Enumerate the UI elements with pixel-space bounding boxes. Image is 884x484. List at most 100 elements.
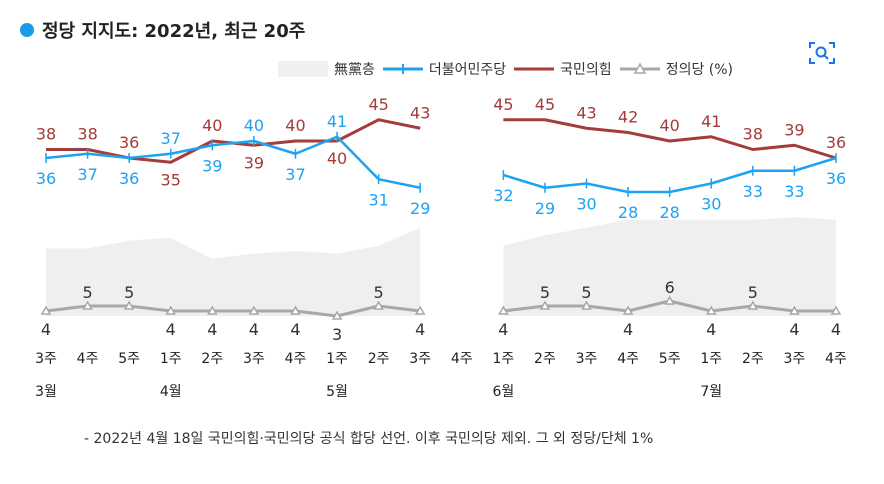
x-tick-5: 3주 bbox=[243, 351, 265, 367]
x-tick-8: 2주 bbox=[368, 351, 390, 367]
label-democratic-11: 32 bbox=[493, 186, 513, 205]
label-justice-13: 5 bbox=[581, 283, 591, 302]
x-tick-14: 4주 bbox=[617, 351, 639, 367]
label-ppp-19: 36 bbox=[826, 133, 846, 152]
label-justice-0: 4 bbox=[41, 320, 51, 339]
legend-swatch-justice bbox=[619, 62, 660, 74]
label-ppp-1: 38 bbox=[77, 125, 97, 144]
label-ppp-11: 45 bbox=[493, 95, 513, 114]
legend-swatch-ppp bbox=[514, 67, 555, 71]
legend-swatch-undecided bbox=[278, 61, 328, 77]
label-democratic-0: 36 bbox=[36, 169, 56, 188]
zoom-button[interactable] bbox=[808, 40, 836, 66]
area-undecided-1 bbox=[503, 217, 836, 316]
chart-title-text: 정당 지지도: 2022년, 최근 20주 bbox=[42, 21, 306, 42]
label-democratic-3: 37 bbox=[161, 129, 181, 148]
label-justice-8: 5 bbox=[374, 283, 384, 302]
label-justice-17: 5 bbox=[748, 283, 758, 302]
label-democratic-1: 37 bbox=[77, 165, 97, 184]
month-label-16: 7월 bbox=[700, 384, 722, 400]
point-justice-16 bbox=[705, 305, 717, 315]
legend-swatch-democratic bbox=[382, 64, 423, 74]
label-justice-16: 4 bbox=[706, 320, 716, 339]
label-democratic-15: 28 bbox=[660, 203, 680, 222]
label-ppp-16: 41 bbox=[701, 112, 721, 131]
legend-item-undecided: 無黨층 bbox=[278, 59, 375, 79]
label-democratic-8: 31 bbox=[368, 190, 388, 209]
x-tick-18: 3주 bbox=[784, 351, 806, 367]
label-democratic-6: 37 bbox=[285, 165, 305, 184]
label-ppp-17: 38 bbox=[743, 125, 763, 144]
point-justice-9 bbox=[414, 305, 426, 315]
month-label-3: 4월 bbox=[160, 384, 182, 400]
legend-item-ppp: 국민의힘 bbox=[514, 59, 612, 79]
label-democratic-17: 33 bbox=[743, 182, 763, 201]
label-ppp-0: 38 bbox=[36, 125, 56, 144]
label-democratic-12: 29 bbox=[535, 199, 555, 218]
point-justice-14 bbox=[622, 305, 634, 315]
point-justice-13 bbox=[581, 300, 592, 310]
month-label-11: 6월 bbox=[492, 384, 514, 400]
label-democratic-2: 36 bbox=[119, 169, 139, 188]
x-tick-4: 2주 bbox=[201, 351, 223, 367]
point-justice-12 bbox=[539, 300, 551, 310]
label-ppp-2: 36 bbox=[119, 133, 139, 152]
label-democratic-9: 29 bbox=[410, 199, 430, 218]
label-justice-15: 6 bbox=[665, 278, 675, 297]
legend-label-undecided: 無黨층 bbox=[334, 62, 375, 78]
label-justice-6: 4 bbox=[290, 320, 300, 339]
legend-label-ppp: 국민의힘 bbox=[560, 62, 612, 78]
label-justice-9: 4 bbox=[415, 320, 425, 339]
x-tick-7: 1주 bbox=[326, 351, 348, 367]
label-democratic-14: 28 bbox=[618, 203, 638, 222]
chart-legend: 無黨층 더불어민주당 국민의힘 정의당 (%) bbox=[278, 58, 741, 80]
label-justice-1: 5 bbox=[82, 283, 92, 302]
label-justice-14: 4 bbox=[623, 320, 633, 339]
month-label-0: 3월 bbox=[35, 384, 57, 400]
label-ppp-18: 39 bbox=[784, 120, 804, 139]
point-justice-1 bbox=[82, 300, 93, 310]
x-tick-0: 3주 bbox=[35, 351, 57, 367]
point-justice-0 bbox=[40, 305, 52, 315]
label-justice-2: 5 bbox=[124, 283, 134, 302]
x-tick-19: 4주 bbox=[825, 351, 847, 367]
label-democratic-13: 30 bbox=[576, 195, 596, 214]
point-justice-8 bbox=[373, 300, 384, 310]
area-undecided-0 bbox=[46, 227, 421, 316]
point-justice-2 bbox=[123, 300, 135, 310]
x-tick-3: 1주 bbox=[160, 351, 182, 367]
legend-label-democratic: 더불어민주당 bbox=[428, 62, 507, 78]
label-ppp-12: 45 bbox=[535, 95, 555, 114]
point-justice-19 bbox=[830, 305, 842, 315]
x-tick-11: 1주 bbox=[492, 351, 514, 367]
point-justice-11 bbox=[498, 305, 509, 315]
x-tick-15: 5주 bbox=[659, 351, 681, 367]
label-justice-4: 4 bbox=[207, 320, 217, 339]
label-ppp-15: 40 bbox=[660, 116, 680, 135]
month-label-7: 5월 bbox=[326, 384, 348, 400]
point-justice-3 bbox=[165, 305, 177, 315]
legend-item-justice: 정의당 (%) bbox=[619, 59, 734, 79]
legend-label-justice: 정의당 (%) bbox=[665, 62, 734, 78]
x-tick-17: 2주 bbox=[742, 351, 764, 367]
label-democratic-19: 36 bbox=[826, 169, 846, 188]
label-ppp-4: 40 bbox=[202, 116, 222, 135]
x-tick-2: 5주 bbox=[118, 351, 140, 367]
label-justice-18: 4 bbox=[789, 320, 799, 339]
chart-title: 정당 지지도: 2022년, 최근 20주 bbox=[20, 18, 305, 42]
title-bullet-icon bbox=[20, 23, 34, 37]
label-democratic-16: 30 bbox=[701, 195, 721, 214]
label-ppp-9: 43 bbox=[410, 103, 430, 122]
x-tick-9: 3주 bbox=[409, 351, 431, 367]
x-tick-1: 4주 bbox=[77, 351, 99, 367]
point-justice-15 bbox=[664, 295, 675, 305]
label-justice-19: 4 bbox=[831, 320, 841, 339]
x-tick-16: 1주 bbox=[700, 351, 722, 367]
x-tick-10: 4주 bbox=[451, 351, 473, 367]
label-justice-3: 4 bbox=[166, 320, 176, 339]
point-justice-5 bbox=[248, 305, 260, 315]
line-ppp-1 bbox=[503, 118, 837, 160]
label-ppp-6: 40 bbox=[285, 116, 305, 135]
label-justice-11: 4 bbox=[498, 320, 508, 339]
